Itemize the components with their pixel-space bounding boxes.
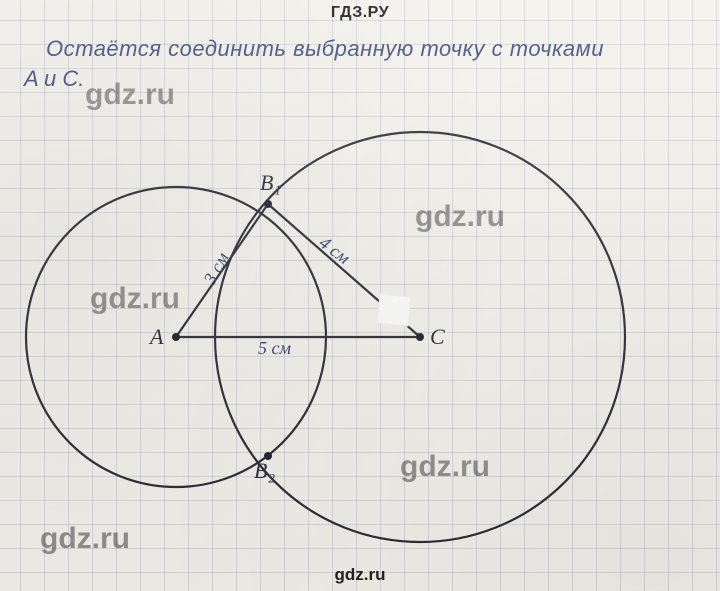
point-b1 [264,200,272,208]
label-b1: B₁ [260,170,281,196]
site-footer: gdz.ru [0,565,720,585]
dim-ac: 5 см [258,338,291,359]
label-b2: B₂ [254,458,275,484]
correction-patch [377,293,412,326]
label-a: A [150,324,163,350]
watermark-4: gdz.ru [400,450,490,484]
watermark-2: gdz.ru [415,200,505,234]
point-c [416,333,424,341]
point-a [172,333,180,341]
watermark-3: gdz.ru [90,282,180,316]
watermark-5: gdz.ru [40,522,130,556]
watermark-1: gdz.ru [85,78,175,112]
label-c: C [430,324,445,350]
